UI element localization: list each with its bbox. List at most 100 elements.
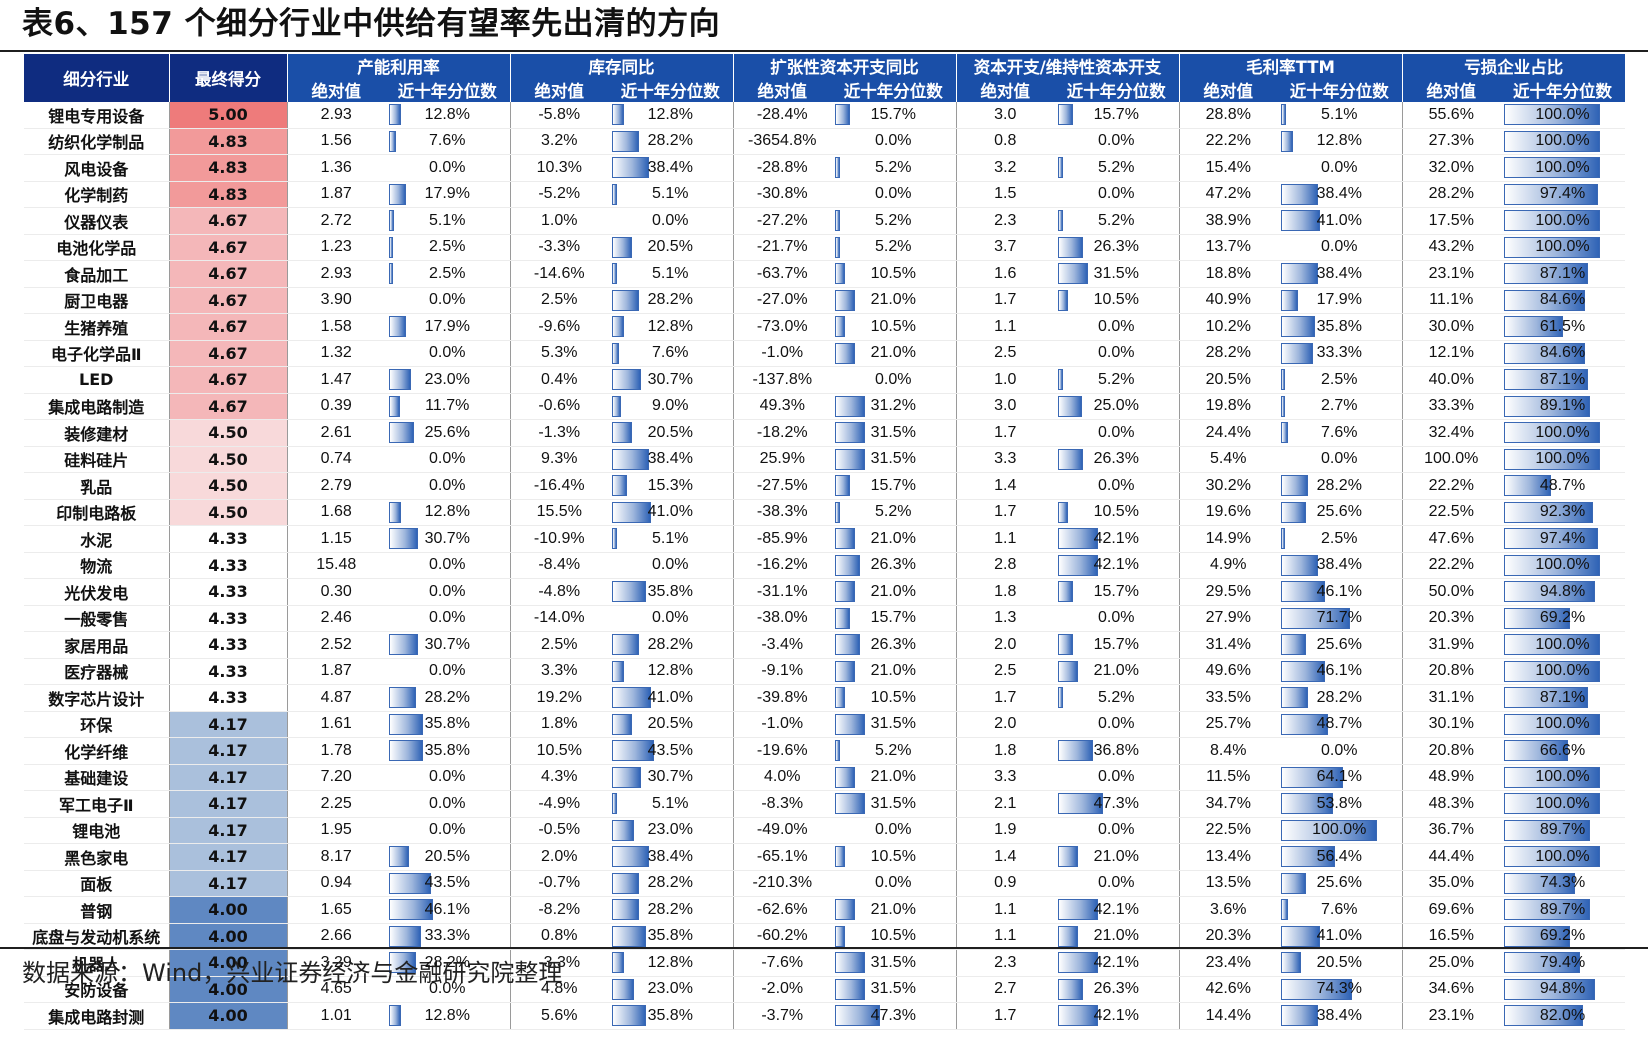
percentile-databar: [612, 448, 649, 470]
table-row: 军工电子Ⅱ 4.17 2.25 0.0% -4.9% 5.1% -8.3% 31.5% 2.1 4…: [24, 790, 1625, 818]
percentile-cell: 38.4%: [608, 446, 733, 473]
percentile-cell: 0.0%: [385, 472, 510, 500]
percentile-value: 94.8%: [1539, 980, 1586, 998]
percentile-value: 26.3%: [870, 556, 916, 574]
percentile-value: 17.9%: [1316, 291, 1362, 309]
source-note: 数据来源：Wind，兴业证券经济与金融研究院整理: [22, 959, 563, 987]
percentile-value: 5.1%: [429, 211, 466, 229]
percentile-cell: 35.8%: [385, 737, 510, 765]
percentile-value: 35.8%: [424, 715, 470, 733]
absolute-value-cell: 1.7: [955, 499, 1054, 526]
score-cell: 4.17: [168, 764, 287, 791]
percentile-value: 38.4%: [647, 450, 693, 468]
absolute-value-cell: 1.1: [955, 896, 1054, 924]
absolute-value-cell: 23.1%: [1401, 1002, 1500, 1030]
percentile-cell: 5.2%: [1054, 684, 1179, 712]
percentile-value: 21.0%: [1093, 847, 1139, 865]
absolute-value-cell: 4.87: [286, 684, 385, 712]
percentile-value: 56.4%: [1316, 847, 1362, 865]
industry-name-cell: 基础建设: [24, 764, 169, 791]
absolute-value-cell: -3.4%: [732, 631, 831, 659]
absolute-value-cell: 4.3%: [509, 764, 608, 791]
percentile-value: 0.0%: [1098, 344, 1135, 362]
percentile-value: 0.0%: [429, 662, 466, 680]
absolute-value-cell: 14.4%: [1178, 1002, 1277, 1030]
percentile-value: 5.2%: [875, 741, 912, 759]
absolute-value-cell: 31.1%: [1401, 684, 1500, 712]
absolute-value-cell: 47.6%: [1401, 525, 1500, 553]
table-row: 安防设备 4.00 4.65 0.0% 4.8% 23.0% -2.0% 31.5% 2.7 26…: [24, 976, 1625, 1003]
percentile-cell: 89.7%: [1500, 817, 1625, 844]
percentile-cell: 5.1%: [608, 790, 733, 818]
percentile-databar: [389, 740, 423, 761]
absolute-value-cell: 3.3: [955, 446, 1054, 473]
score-cell: 4.67: [168, 260, 287, 288]
absolute-value-cell: 27.9%: [1178, 605, 1277, 632]
percentile-cell: 35.8%: [385, 711, 510, 738]
percentile-value: 21.0%: [870, 662, 916, 680]
percentile-cell: 82.0%: [1500, 1002, 1625, 1030]
absolute-value-cell: -39.8%: [732, 684, 831, 712]
percentile-value: 10.5%: [870, 688, 916, 706]
percentile-databar: [612, 422, 632, 443]
table-row: 机器人 4.00 3.29 28.2% -3.3% 12.8% -7.6% 31.5% 2.3 4…: [24, 949, 1625, 977]
percentile-cell: 0.0%: [385, 340, 510, 367]
percentile-value: 47.3%: [1093, 794, 1139, 812]
percentile-databar: [1504, 952, 1580, 973]
absolute-value-cell: -3.3%: [509, 949, 608, 977]
absolute-value-cell: 1.87: [286, 658, 385, 685]
percentile-cell: 12.8%: [385, 1002, 510, 1030]
percentile-value: 20.5%: [1316, 953, 1362, 971]
percentile-cell: 15.7%: [831, 605, 956, 632]
absolute-value-cell: -63.7%: [732, 260, 831, 288]
percentile-databar: [835, 448, 865, 470]
percentile-cell: 0.0%: [608, 605, 733, 632]
percentile-cell: 0.0%: [1054, 472, 1179, 500]
table-row: 仪器仪表 4.67 2.72 5.1% 1.0% 0.0% -27.2% 5.2% 2.3 5.2…: [24, 207, 1625, 235]
percentile-value: 21.0%: [870, 582, 916, 600]
percentile-cell: 41.0%: [1277, 923, 1402, 950]
header-industry: 细分行业: [24, 54, 169, 102]
percentile-cell: 21.0%: [1054, 658, 1179, 685]
industry-name-cell: 底盘与发动机系统: [24, 923, 169, 950]
percentile-cell: 15.7%: [1054, 578, 1179, 606]
industry-table: 细分行业 最终得分 产能利用率 库存同比 扩张性资本开支同比 资本开支/维持性资…: [24, 54, 1625, 1030]
percentile-databar: [835, 899, 855, 920]
percentile-cell: 0.0%: [385, 552, 510, 579]
percentile-value: 28.2%: [1316, 688, 1362, 706]
percentile-databar: [1504, 342, 1585, 364]
absolute-value-cell: -30.8%: [732, 181, 831, 208]
percentile-databar: [1058, 687, 1063, 708]
score-cell: 4.33: [168, 684, 287, 712]
percentile-value: 43.5%: [424, 874, 470, 892]
percentile-cell: 48.7%: [1277, 711, 1402, 738]
absolute-value-cell: 44.4%: [1401, 843, 1500, 871]
table-row: 印制电路板 4.50 1.68 12.8% 15.5% 41.0% -38.3% 5.2% 1.…: [24, 499, 1625, 526]
score-cell: 4.17: [168, 817, 287, 844]
absolute-value-cell: 1.6: [955, 260, 1054, 288]
absolute-value-cell: 0.74: [286, 446, 385, 473]
percentile-databar: [1281, 819, 1377, 841]
percentile-cell: 26.3%: [831, 631, 956, 659]
percentile-databar: [835, 157, 840, 178]
percentile-databar: [1058, 528, 1098, 549]
percentile-cell: 47.3%: [831, 1002, 956, 1030]
percentile-databar: [1504, 289, 1585, 311]
absolute-value-cell: -16.4%: [509, 472, 608, 500]
industry-name-cell: 一般零售: [24, 605, 169, 632]
percentile-cell: 21.0%: [831, 896, 956, 924]
absolute-value-cell: 4.0%: [732, 764, 831, 791]
absolute-value-cell: 22.5%: [1178, 817, 1277, 844]
percentile-value: 79.4%: [1539, 953, 1586, 971]
absolute-value-cell: 33.3%: [1401, 393, 1500, 420]
percentile-databar: [1281, 130, 1293, 152]
absolute-value-cell: 12.1%: [1401, 340, 1500, 367]
percentile-databar: [835, 554, 860, 576]
percentile-cell: 5.2%: [1054, 366, 1179, 394]
percentile-value: 7.6%: [429, 132, 466, 150]
table-row: 集成电路封测 4.00 1.01 12.8% 5.6% 35.8% -3.7% 47.3% 1.…: [24, 1002, 1625, 1030]
percentile-cell: 0.0%: [385, 658, 510, 685]
subheader-abs: 绝对值: [1401, 78, 1500, 102]
percentile-cell: 0.0%: [385, 154, 510, 182]
percentile-value: 0.0%: [1098, 185, 1135, 203]
